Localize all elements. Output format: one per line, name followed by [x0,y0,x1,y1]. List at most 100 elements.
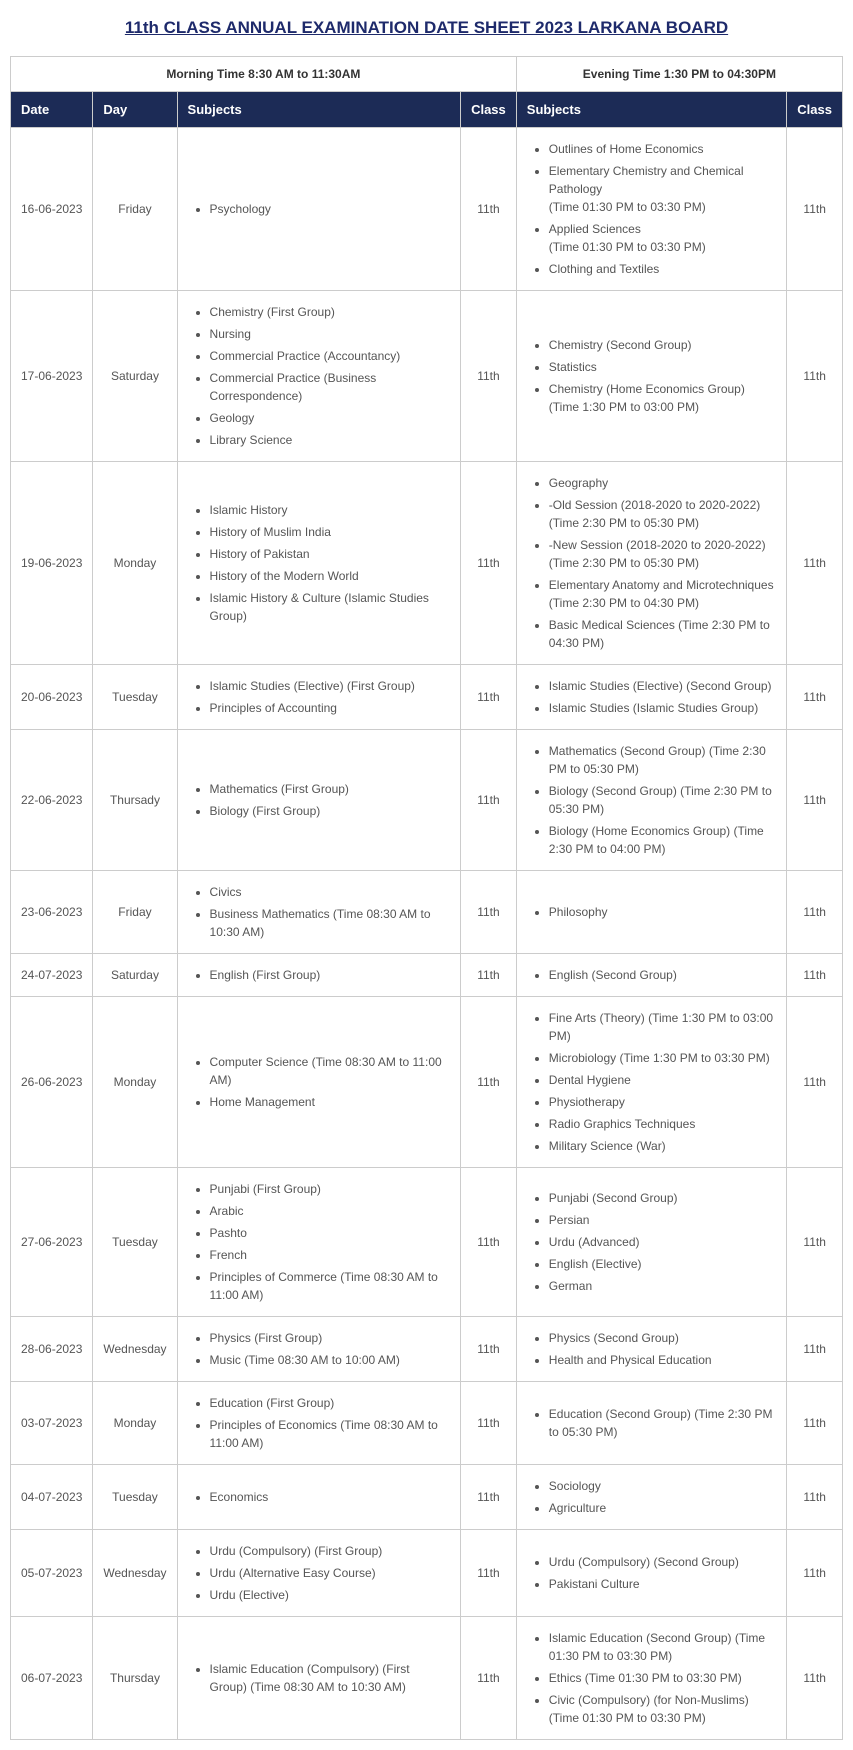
list-item: Biology (First Group) [210,802,451,820]
table-row: 28-06-2023WednesdayPhysics (First Group)… [11,1317,843,1382]
date-cell: 03-07-2023 [11,1382,93,1465]
evening-time-header: Evening Time 1:30 PM to 04:30PM [516,57,842,92]
evening-subjects-cell: SociologyAgriculture [516,1465,787,1530]
morning-subjects-cell: English (First Group) [177,954,461,997]
table-row: 19-06-2023MondayIslamic HistoryHistory o… [11,462,843,665]
list-item: Urdu (Compulsory) (First Group) [210,1542,451,1560]
subject-list: Computer Science (Time 08:30 AM to 11:00… [188,1053,451,1111]
evening-subjects-cell: Physics (Second Group)Health and Physica… [516,1317,787,1382]
day-cell: Tuesday [93,1465,177,1530]
list-item: Biology (Home Economics Group) (Time 2:3… [549,822,777,858]
morning-time-header: Morning Time 8:30 AM to 11:30AM [11,57,517,92]
subject-list: Islamic History History of Muslim India Hi… [188,501,451,625]
list-item: English (Second Group) [549,966,777,984]
list-item: Principles of Commerce (Time 08:30 AM to… [210,1268,451,1304]
subject-list: Islamic Studies (Elective) (Second Group… [527,677,777,717]
evening-subjects-cell: Urdu (Compulsory) (Second Group)Pakistan… [516,1530,787,1617]
list-item: French [210,1246,451,1264]
col-class-evening: Class [787,92,843,128]
list-item: Mathematics (First Group) [210,780,451,798]
date-cell: 06-07-2023 [11,1617,93,1740]
col-date: Date [11,92,93,128]
subject-list: Physics (First Group)Music (Time 08:30 A… [188,1329,451,1369]
evening-subjects-cell: Mathematics (Second Group) (Time 2:30 PM… [516,730,787,871]
list-item: Dental Hygiene [549,1071,777,1089]
class-morning-cell: 11th [461,997,517,1168]
class-evening-cell: 11th [787,1317,843,1382]
day-cell: Monday [93,997,177,1168]
column-header-row: Date Day Subjects Class Subjects Class [11,92,843,128]
subject-list: Psychology [188,200,451,218]
class-evening-cell: 11th [787,1382,843,1465]
day-cell: Thursday [93,1617,177,1740]
class-morning-cell: 11th [461,462,517,665]
list-item: Urdu (Alternative Easy Course) [210,1564,451,1582]
table-row: 26-06-2023MondayComputer Science (Time 0… [11,997,843,1168]
class-evening-cell: 11th [787,665,843,730]
class-morning-cell: 11th [461,1465,517,1530]
evening-subjects-cell: Islamic Studies (Elective) (Second Group… [516,665,787,730]
list-item: Urdu (Advanced) [549,1233,777,1251]
table-row: 22-06-2023ThursadyMathematics (First Gro… [11,730,843,871]
list-item: Chemistry (First Group) [210,303,451,321]
evening-subjects-cell: Outlines of Home EconomicsElementary Che… [516,128,787,291]
list-item: Islamic History [210,501,451,519]
list-item: Statistics [549,358,777,376]
class-morning-cell: 11th [461,291,517,462]
class-evening-cell: 11th [787,997,843,1168]
evening-subjects-cell: Education (Second Group) (Time 2:30 PM t… [516,1382,787,1465]
subject-list: Chemistry (First Group) Nursing Commercial… [188,303,451,449]
subject-list: Islamic Studies (Elective) (First Group)… [188,677,451,717]
list-item: History of Pakistan [210,545,451,563]
list-item: Applied Sciences(Time 01:30 PM to 03:30 … [549,220,777,256]
class-morning-cell: 11th [461,665,517,730]
table-row: 04-07-2023TuesdayEconomics11thSociologyA… [11,1465,843,1530]
subject-list: Urdu (Compulsory) (Second Group)Pakistan… [527,1553,777,1593]
table-row: 17-06-2023SaturdayChemistry (First Group… [11,291,843,462]
col-class-morning: Class [461,92,517,128]
class-evening-cell: 11th [787,871,843,954]
date-cell: 27-06-2023 [11,1168,93,1317]
class-evening-cell: 11th [787,291,843,462]
class-morning-cell: 11th [461,1168,517,1317]
date-cell: 22-06-2023 [11,730,93,871]
date-cell: 28-06-2023 [11,1317,93,1382]
class-evening-cell: 11th [787,1465,843,1530]
list-item: Principles of Economics (Time 08:30 AM t… [210,1416,451,1452]
list-item: Nursing [210,325,451,343]
list-item: Arabic [210,1202,451,1220]
day-cell: Wednesday [93,1530,177,1617]
morning-subjects-cell: Punjabi (First Group)ArabicPashtoFrenchP… [177,1168,461,1317]
table-row: 20-06-2023Tuesday Islamic Studies (Electi… [11,665,843,730]
date-cell: 26-06-2023 [11,997,93,1168]
subject-list: Mathematics (Second Group) (Time 2:30 PM… [527,742,777,858]
day-cell: Tuesday [93,665,177,730]
list-item: Education (Second Group) (Time 2:30 PM t… [549,1405,777,1441]
date-cell: 20-06-2023 [11,665,93,730]
subject-list: Education (Second Group) (Time 2:30 PM t… [527,1405,777,1441]
table-row: 24-07-2023SaturdayEnglish (First Group)1… [11,954,843,997]
list-item: Philosophy [549,903,777,921]
list-item: Geology [210,409,451,427]
class-morning-cell: 11th [461,1617,517,1740]
class-evening-cell: 11th [787,462,843,665]
list-item: Military Science (War) [549,1137,777,1155]
list-item: Physiotherapy [549,1093,777,1111]
list-item: Chemistry (Home Economics Group) (Time 1… [549,380,777,416]
list-item: Punjabi (First Group) [210,1180,451,1198]
list-item: Principles of Accounting [210,699,451,717]
subject-list: Economics [188,1488,451,1506]
evening-subjects-cell: Punjabi (Second Group)PersianUrdu (Advan… [516,1168,787,1317]
morning-subjects-cell: Computer Science (Time 08:30 AM to 11:00… [177,997,461,1168]
list-item: Urdu (Elective) [210,1586,451,1604]
list-item: History of Muslim India [210,523,451,541]
col-day: Day [93,92,177,128]
class-evening-cell: 11th [787,1168,843,1317]
morning-subjects-cell: Islamic Education (Compulsory) (First Gr… [177,1617,461,1740]
list-item: Islamic Education (Compulsory) (First Gr… [210,1660,451,1696]
list-item: Commercial Practice (Business Correspond… [210,369,451,405]
evening-subjects-cell: English (Second Group) [516,954,787,997]
evening-subjects-cell: Chemistry (Second Group)StatisticsChemis… [516,291,787,462]
list-item: Persian [549,1211,777,1229]
list-item: Pakistani Culture [549,1575,777,1593]
